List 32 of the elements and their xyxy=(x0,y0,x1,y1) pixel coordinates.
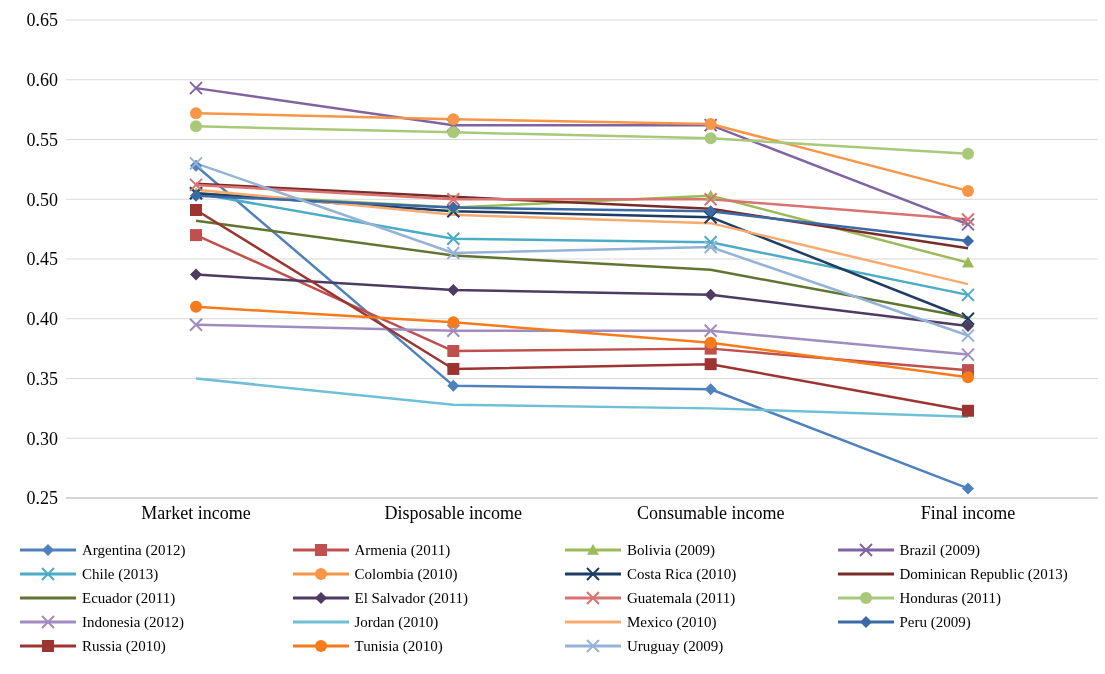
y-tick-label: 0.30 xyxy=(26,428,58,449)
legend-label: Peru (2009) xyxy=(899,613,971,631)
legend-label: Bolivia (2009) xyxy=(627,541,715,559)
legend-label: Ecuador (2011) xyxy=(82,589,176,607)
legend-label: Dominican Republic (2013) xyxy=(899,565,1068,583)
x-tick-label: Market income xyxy=(141,502,251,523)
legend-label: Indonesia (2012) xyxy=(82,613,185,631)
y-tick-label: 0.65 xyxy=(26,10,58,31)
y-tick-label: 0.45 xyxy=(26,249,58,270)
legend-label: Brazil (2009) xyxy=(899,541,980,559)
x-tick-label: Disposable income xyxy=(384,502,523,523)
legend-label: Tunisia (2010) xyxy=(354,637,443,655)
y-tick-label: 0.40 xyxy=(26,309,58,330)
y-tick-label: 0.25 xyxy=(26,488,58,509)
y-tick-label: 0.55 xyxy=(26,129,58,150)
legend-label: El Salvador (2011) xyxy=(354,589,469,607)
legend-label: Russia (2010) xyxy=(82,637,166,655)
legend-label: Guatemala (2011) xyxy=(627,589,736,607)
legend-label: Costa Rica (2010) xyxy=(627,565,737,583)
legend-label: Armenia (2011) xyxy=(354,541,451,559)
x-tick-label: Final income xyxy=(920,502,1016,523)
legend-label: Argentina (2012) xyxy=(82,541,186,559)
legend-label: Chile (2013) xyxy=(82,565,159,583)
y-tick-label: 0.35 xyxy=(26,368,58,389)
legend-label: Colombia (2010) xyxy=(354,565,458,583)
legend-label: Uruguay (2009) xyxy=(627,637,724,655)
y-tick-label: 0.60 xyxy=(26,70,58,91)
x-tick-label: Consumable income xyxy=(636,502,785,523)
y-tick-label: 0.50 xyxy=(26,189,58,210)
legend-label: Mexico (2010) xyxy=(627,613,717,631)
legend-label: Jordan (2010) xyxy=(354,613,439,631)
legend-label: Honduras (2011) xyxy=(899,589,1002,607)
